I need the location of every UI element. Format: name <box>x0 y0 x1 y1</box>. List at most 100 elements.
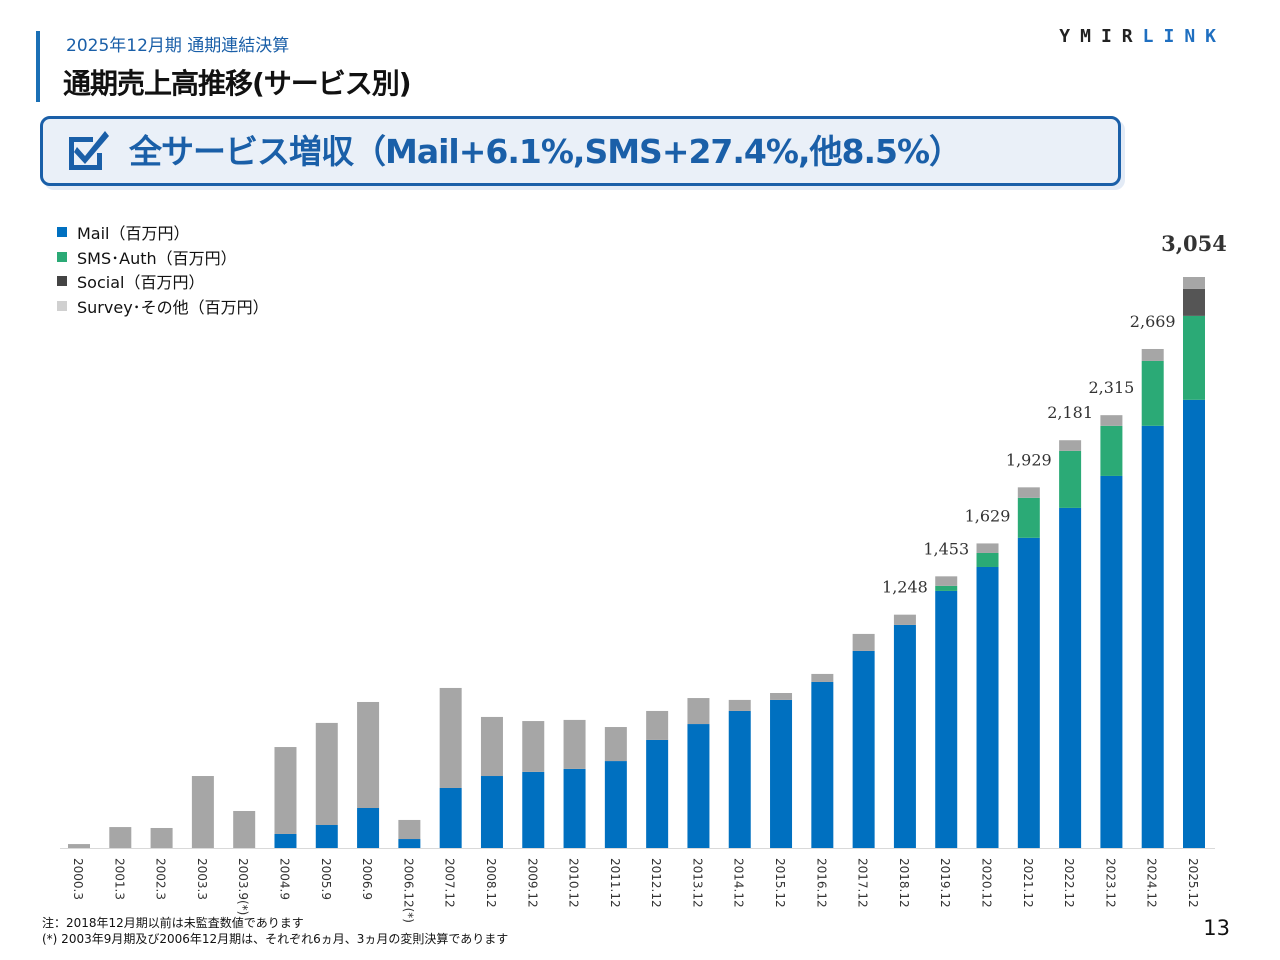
bar-survey-2003.9(*) <box>233 810 256 848</box>
bar-survey-2014.12 <box>728 699 751 711</box>
bar-survey-2004.9 <box>274 747 297 834</box>
bar-survey-2005.9 <box>315 722 338 826</box>
footnote-1: 注：2018年12月期以前は未監査数値であります <box>42 916 304 930</box>
bar-survey-2006.9 <box>357 701 380 808</box>
x-tick-label: 2005.9 <box>319 858 333 900</box>
bar-mail-2006.9 <box>357 807 380 848</box>
bar-survey-2007.12 <box>439 687 462 788</box>
x-tick-label: 2013.12 <box>690 858 704 908</box>
bar-survey-2017.12 <box>852 633 875 651</box>
bar-mail-2014.12 <box>728 710 751 848</box>
x-tick-label: 2019.12 <box>938 858 952 908</box>
report-subtitle: 2025年12月期 通期連結決算 <box>66 36 290 56</box>
total-data-label: 2,181 <box>1047 403 1093 422</box>
x-tick-label: 2010.12 <box>567 858 581 908</box>
title-accent-bar <box>36 31 40 102</box>
page-title: 通期売上高推移(サービス別) <box>63 67 412 100</box>
x-tick-label: 2007.12 <box>443 858 457 908</box>
bar-survey-2003.3 <box>191 776 214 848</box>
bar-mail-2010.12 <box>563 768 586 848</box>
bar-mail-2012.12 <box>646 739 669 848</box>
bar-mail-2006.12(*) <box>398 839 421 848</box>
bar-mail-2015.12 <box>770 699 793 848</box>
bar-survey-2006.12(*) <box>398 819 421 840</box>
bar-sms-2019.12 <box>935 585 958 591</box>
bar-survey-2008.12 <box>480 716 503 777</box>
x-tick-label: 2011.12 <box>608 858 622 908</box>
bar-mail-2011.12 <box>604 761 627 848</box>
x-tick-label: 2024.12 <box>1145 858 1159 908</box>
bar-mail-2019.12 <box>935 590 958 848</box>
x-tick-label: 2016.12 <box>814 858 828 908</box>
highlight-banner: 全サービス増収（Mail+6.1%,SMS+27.4%,他8.5%） <box>40 116 1121 186</box>
bar-mail-2004.9 <box>274 833 297 848</box>
total-data-label: 1,629 <box>965 506 1011 525</box>
legend-item-sms: SMS･Auth（百万円） <box>57 245 269 270</box>
bar-survey-2011.12 <box>604 727 627 762</box>
x-tick-label: 2022.12 <box>1062 858 1076 908</box>
bar-mail-2022.12 <box>1059 507 1082 848</box>
checkbox-checked-icon <box>69 131 109 170</box>
x-tick-label: 2021.12 <box>1021 858 1035 908</box>
bar-social-2025.12 <box>1183 288 1205 316</box>
x-tick-label: 2001.3 <box>112 858 126 900</box>
banner-text: 全サービス増収（Mail+6.1%,SMS+27.4%,他8.5%） <box>129 132 962 171</box>
bar-sms-2025.12 <box>1183 315 1205 400</box>
bar-sms-2020.12 <box>976 552 999 567</box>
bar-mail-2016.12 <box>811 681 834 848</box>
chart-legend: Mail（百万円） SMS･Auth（百万円） Social（百万円） Surv… <box>57 220 269 318</box>
x-tick-label: 2006.9 <box>360 858 374 900</box>
bar-sms-2022.12 <box>1059 450 1082 508</box>
bar-mail-2009.12 <box>522 771 545 848</box>
bar-survey-2020.12 <box>976 543 999 553</box>
footnotes: 注：2018年12月期以前は未監査数値であります (*) 2003年9月期及び2… <box>42 915 508 947</box>
bar-mail-2013.12 <box>687 724 710 848</box>
company-logo: YMIRLINK <box>1059 26 1226 47</box>
total-data-label: 1,248 <box>882 578 928 597</box>
bar-mail-2023.12 <box>1100 475 1123 848</box>
x-tick-label: 2020.12 <box>980 858 994 908</box>
bar-mail-2017.12 <box>852 650 875 848</box>
bar-survey-2021.12 <box>1017 487 1040 498</box>
bar-survey-2019.12 <box>935 576 958 586</box>
x-tick-label: 2003.3 <box>195 858 209 900</box>
bar-mail-2024.12 <box>1141 425 1164 848</box>
bar-sms-2023.12 <box>1100 425 1123 476</box>
bar-survey-2015.12 <box>770 693 793 700</box>
x-tick-label: 2009.12 <box>525 858 539 908</box>
bar-sms-2024.12 <box>1141 360 1164 426</box>
x-tick-label: 2018.12 <box>897 858 911 908</box>
bar-survey-2013.12 <box>687 698 710 725</box>
x-tick-label: 2000.3 <box>71 858 85 900</box>
bar-mail-2020.12 <box>976 566 999 848</box>
bar-survey-2023.12 <box>1100 415 1123 426</box>
x-tick-label: 2002.3 <box>154 858 168 900</box>
legend-item-social: Social（百万円） <box>57 269 269 294</box>
bar-mail-2008.12 <box>480 776 503 848</box>
bar-survey-2018.12 <box>893 614 916 625</box>
bar-mail-2021.12 <box>1017 537 1040 848</box>
bar-survey-2024.12 <box>1141 348 1164 361</box>
bar-mail-2005.9 <box>315 825 338 848</box>
total-data-label: 1,453 <box>923 539 969 558</box>
x-tick-label: 2012.12 <box>649 858 663 908</box>
footnote-2: (*) 2003年9月期及び2006年12月期は、それぞれ6ヵ月、3ヵ月の変則決… <box>42 932 509 946</box>
legend-item-survey: Survey･その他（百万円） <box>57 294 269 319</box>
bar-survey-2016.12 <box>811 673 834 682</box>
bar-survey-2009.12 <box>522 721 545 772</box>
bar-survey-2010.12 <box>563 719 586 769</box>
total-data-label: 1,929 <box>1006 450 1052 469</box>
bar-survey-2022.12 <box>1059 440 1082 451</box>
x-tick-label: 2008.12 <box>484 858 498 908</box>
x-tick-label: 2015.12 <box>773 858 787 908</box>
bar-survey-2002.3 <box>150 827 173 848</box>
x-tick-label: 2014.12 <box>732 858 746 908</box>
x-tick-label: 2006.12(*) <box>401 858 415 923</box>
x-tick-label: 2003.9(*) <box>236 858 250 915</box>
bar-survey-2000.3 <box>68 844 90 848</box>
x-tick-label: 2017.12 <box>856 858 870 908</box>
bar-survey-2025.12 <box>1183 277 1205 289</box>
bar-mail-2018.12 <box>893 624 916 848</box>
total-data-label: 2,669 <box>1130 312 1176 331</box>
x-tick-label: 2004.9 <box>277 858 291 900</box>
